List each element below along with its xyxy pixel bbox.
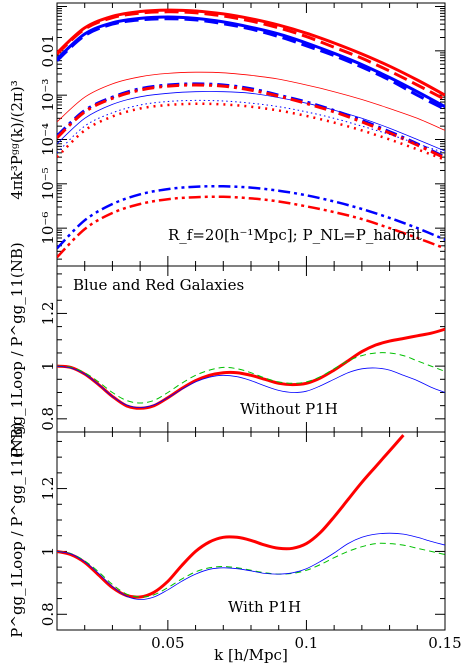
panel-bottom-annotation: With P1H xyxy=(228,598,301,616)
panel-top: 10⁻⁶ 10⁻⁵ 10⁻⁴ 10⁻³ 0.01 R_f=20[h⁻¹Mpc]; P_N… xyxy=(8,2,446,267)
series-line xyxy=(57,365,445,408)
x-tick-label: 0.05 xyxy=(151,634,184,652)
x-tick-label: 0.1 xyxy=(294,634,318,652)
y-tick-label: 10⁻⁶ xyxy=(39,212,57,245)
y-tick-label: 1.2 xyxy=(39,301,57,325)
y-tick-label: 10⁻⁴ xyxy=(39,123,57,156)
series-line xyxy=(57,542,445,598)
series-line xyxy=(57,83,445,160)
panel-middle-annotation: Without P1H xyxy=(240,400,338,418)
panel-middle-title: Blue and Red Galaxies xyxy=(73,276,244,294)
panel-top-annotation: R_f=20[h⁻¹Mpc]; P_NL=P_halofit xyxy=(168,226,422,244)
panel-top-ylabel: 4πk³Pᵍᵍ(k)/(2π)³ xyxy=(8,80,26,200)
y-tick-label: 1.2 xyxy=(39,477,57,501)
series-line xyxy=(57,195,445,259)
panel-middle: 0.8 1 1.2 Blue and Red Galaxies Without P1… xyxy=(8,242,446,458)
series-line xyxy=(57,99,445,154)
series-line xyxy=(57,82,445,159)
y-tick-label: 10⁻³ xyxy=(39,79,57,112)
y-tick-label: 10⁻⁵ xyxy=(39,167,57,200)
series-line xyxy=(57,327,445,410)
y-tick-label: 0.8 xyxy=(39,602,57,626)
panel-bottom-ticks xyxy=(56,432,446,631)
panel-bottom-ytick-labels: 0.8 1 1.2 xyxy=(39,477,57,627)
x-tick-label: 0.15 xyxy=(428,634,461,652)
panel-middle-ticks xyxy=(56,266,446,433)
series-line xyxy=(57,15,445,109)
series-line xyxy=(57,434,405,599)
y-tick-label: 1 xyxy=(39,361,57,371)
panel-top-series xyxy=(57,8,445,259)
panel-top-ytick-labels: 10⁻⁶ 10⁻⁵ 10⁻⁴ 10⁻³ 0.01 xyxy=(39,34,57,245)
y-tick-label: 0.8 xyxy=(39,407,57,431)
series-line xyxy=(57,91,445,152)
panel-bottom-xtick-labels: 0.05 0.1 0.15 xyxy=(151,634,462,652)
series-line xyxy=(57,102,445,161)
series-line xyxy=(57,17,445,111)
panel-middle-ytick-labels: 0.8 1 1.2 xyxy=(39,301,57,430)
panel-bottom-ylabel: P^gg_1Loop / P^gg_11(NB) xyxy=(8,422,26,637)
series-line xyxy=(57,71,445,131)
y-tick-label: 0.01 xyxy=(39,34,57,67)
series-line xyxy=(57,352,445,404)
series-line xyxy=(57,8,445,97)
panel-middle-ylabel: P^gg_1Loop / P^gg_11(NB) xyxy=(8,242,26,457)
series-line xyxy=(57,10,445,101)
y-tick-label: 1 xyxy=(39,547,57,557)
panel-bottom-series xyxy=(57,434,445,600)
series-line xyxy=(57,184,445,250)
panel-middle-series xyxy=(57,327,445,410)
x-axis-label: k [h/Mpc] xyxy=(214,646,288,664)
series-line xyxy=(57,532,445,600)
panel-bottom: 0.8 1 1.2 0.05 0.1 0.15 With P1H P^gg_1Loop … xyxy=(8,422,462,664)
